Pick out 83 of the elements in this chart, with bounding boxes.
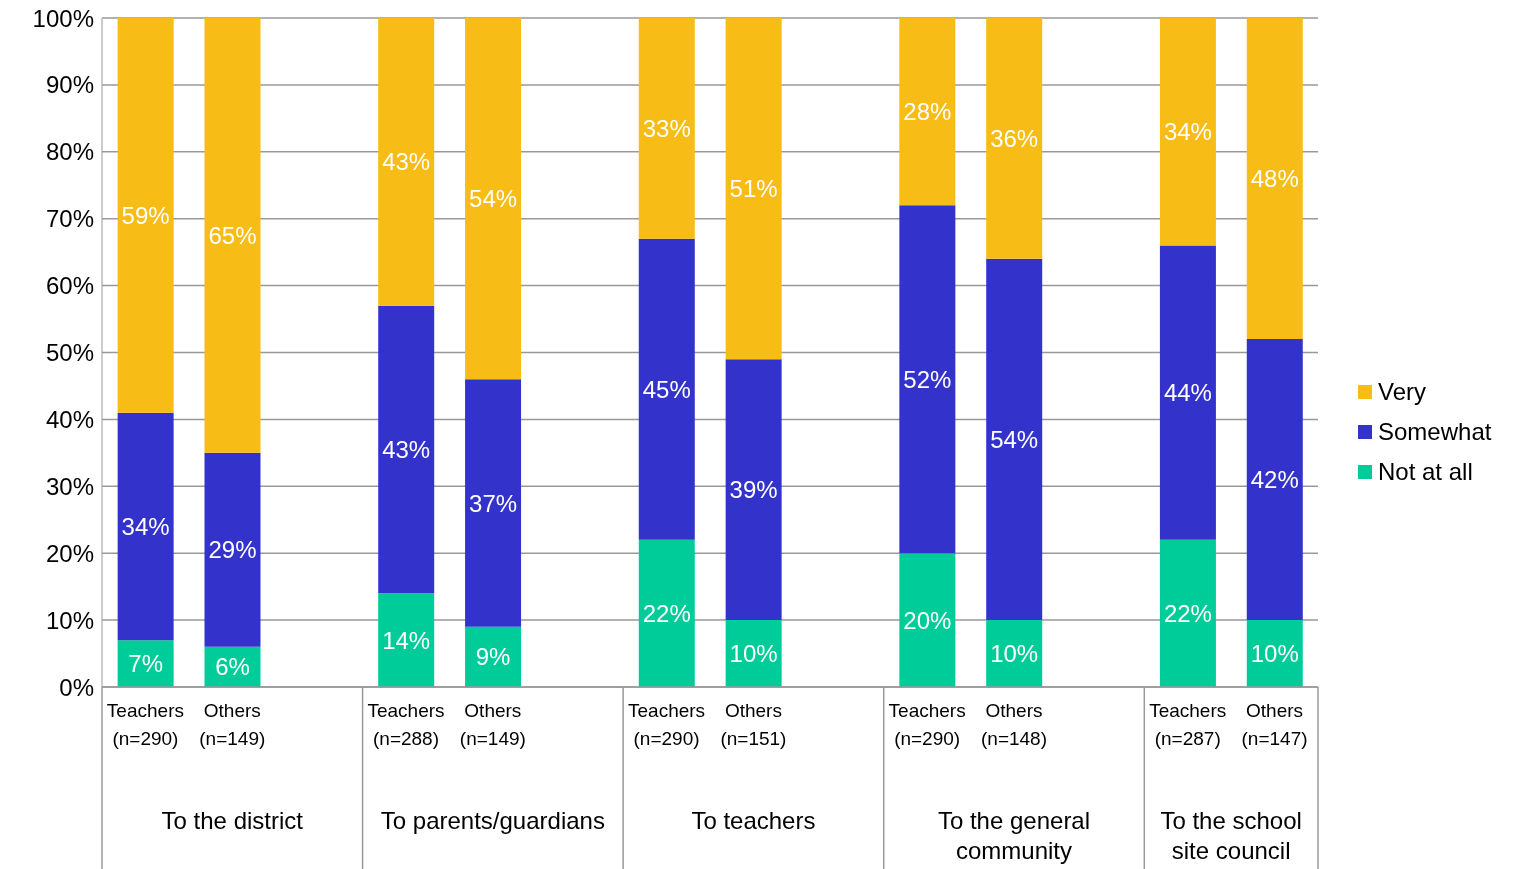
bar	[378, 593, 435, 687]
x-tick-label: Teachers (n=290)	[888, 700, 966, 749]
data-label: 44%	[1163, 379, 1212, 407]
data-label: 34%	[121, 512, 170, 540]
x-tick-label: Teachers (n=290)	[106, 700, 184, 749]
text: To teachers	[691, 807, 816, 834]
bar	[117, 412, 174, 641]
data-label: 10%	[1250, 640, 1299, 668]
bar	[1159, 539, 1216, 687]
data-label: 33%	[642, 114, 691, 142]
data-label: 29%	[208, 536, 257, 564]
bar	[1159, 245, 1216, 540]
bar	[1159, 18, 1216, 246]
x-tick-label: Others (n=151)	[720, 700, 787, 749]
bar	[638, 238, 695, 540]
bar	[638, 18, 695, 239]
data-label: 10%	[990, 640, 1039, 668]
bar	[117, 18, 174, 413]
data-label: 42%	[1250, 466, 1299, 494]
y-tick-label: 10%	[45, 606, 94, 634]
y-tick-label: 20%	[45, 539, 94, 567]
data-label: 48%	[1250, 165, 1299, 193]
text: To the school site council	[1160, 807, 1302, 864]
bar	[899, 18, 956, 206]
x-tick-label: Others (n=149)	[199, 700, 266, 749]
x-tick-label: Others (n=148)	[980, 700, 1048, 749]
x-tick-label: Teachers (n=287)	[1149, 700, 1227, 749]
bar	[378, 18, 435, 306]
y-tick-label: 0%	[59, 673, 94, 701]
y-tick-label: 100%	[32, 4, 94, 32]
data-label: 14%	[382, 626, 431, 654]
data-label: 34%	[1163, 118, 1212, 146]
y-tick-label: 30%	[45, 472, 94, 500]
x-tick-label: Others (n=149)	[459, 700, 526, 749]
data-label: 9%	[475, 643, 511, 671]
data-label: 52%	[903, 365, 952, 393]
data-label: 45%	[642, 375, 691, 403]
x-tick-label: Teachers (n=290)	[628, 700, 706, 749]
bar	[638, 539, 695, 687]
legend-label: Somewhat	[1378, 418, 1492, 446]
data-label: 65%	[208, 221, 257, 249]
data-label: 22%	[642, 599, 691, 627]
data-label: 59%	[121, 201, 170, 229]
data-label: 36%	[990, 124, 1039, 152]
data-label: 39%	[729, 476, 778, 504]
bar	[378, 305, 435, 594]
legend-label: Very	[1378, 378, 1427, 406]
data-label: 51%	[729, 175, 778, 203]
data-label: 6%	[215, 653, 250, 681]
data-label: 28%	[903, 98, 952, 126]
data-label: 7%	[128, 650, 163, 678]
x-tick-label: Others (n=147)	[1241, 700, 1308, 749]
data-label: 22%	[1163, 599, 1212, 627]
data-label: 43%	[382, 148, 431, 176]
bar	[986, 258, 1043, 621]
bar	[465, 18, 522, 380]
bar	[465, 379, 522, 627]
y-tick-label: 40%	[45, 405, 94, 433]
bar	[204, 18, 261, 453]
y-tick-label: 50%	[45, 339, 94, 367]
y-tick-label: 70%	[45, 205, 94, 233]
data-label: 20%	[903, 606, 952, 634]
x-tick-label: Teachers (n=288)	[367, 700, 445, 749]
bar	[725, 359, 782, 621]
data-label: 54%	[990, 425, 1039, 453]
bar	[1246, 339, 1303, 621]
y-tick-label: 90%	[45, 71, 94, 99]
text: To parents/guardians	[380, 807, 605, 834]
y-tick-label: 60%	[45, 272, 94, 300]
bar	[725, 18, 782, 360]
bar	[986, 18, 1043, 259]
bar	[1246, 18, 1303, 340]
text: To the general community	[937, 807, 1091, 864]
y-tick-label: 80%	[45, 138, 94, 166]
text: To the district	[161, 807, 304, 834]
bar	[899, 553, 956, 687]
bar	[899, 205, 956, 554]
data-label: 10%	[729, 640, 778, 668]
data-label: 54%	[469, 185, 518, 213]
legend-label: Not at all	[1378, 458, 1473, 486]
data-label: 37%	[469, 489, 518, 517]
bar	[204, 452, 261, 647]
data-label: 43%	[382, 436, 431, 464]
